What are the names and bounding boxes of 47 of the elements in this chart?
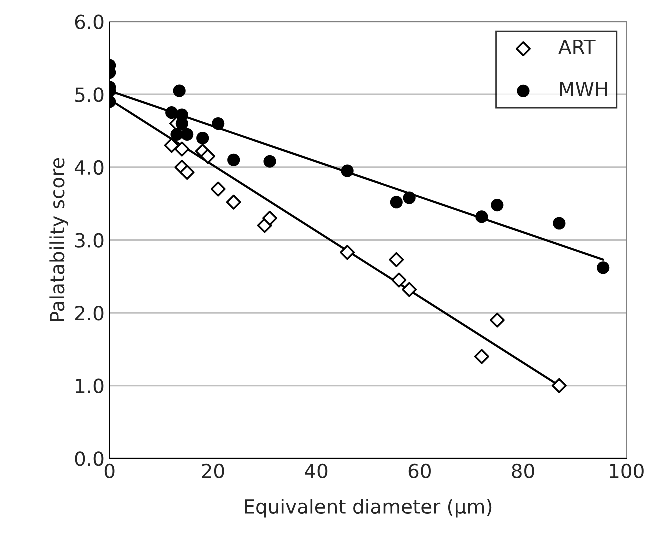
y-tick-label: 0.0 xyxy=(75,452,104,466)
legend-label: ART xyxy=(558,40,596,54)
point xyxy=(402,282,418,298)
point xyxy=(597,262,610,274)
x-tick-label: 80 xyxy=(512,464,534,479)
x-tick-label: 100 xyxy=(610,464,644,479)
point xyxy=(170,128,184,141)
point xyxy=(173,84,186,98)
point xyxy=(340,245,356,260)
y-tick-label: 5.0 xyxy=(76,88,104,102)
x-axis-title: Equivalent diameter (μm) xyxy=(245,498,492,518)
point xyxy=(392,272,407,288)
point xyxy=(210,182,226,197)
x-tick-label: 40 xyxy=(305,464,328,479)
x-tick-label: 60 xyxy=(408,464,431,479)
point xyxy=(491,199,504,212)
point xyxy=(226,194,242,210)
point xyxy=(212,117,225,130)
y-axis-title: Palatability score xyxy=(50,158,68,322)
legend-label: MWH xyxy=(560,82,608,96)
point xyxy=(389,252,404,268)
point xyxy=(262,210,278,226)
point xyxy=(166,106,178,120)
point xyxy=(390,196,403,209)
y-tick-label: 6.0 xyxy=(75,14,104,30)
point xyxy=(264,155,276,168)
point xyxy=(174,142,190,157)
y-tick-label: 1.0 xyxy=(76,378,104,394)
y-tick-label: 2.0 xyxy=(75,306,104,321)
x-tick-label: 0 xyxy=(104,464,115,479)
point xyxy=(490,312,505,328)
point xyxy=(180,165,195,180)
point xyxy=(403,192,416,204)
x-tick-label: 20 xyxy=(202,464,224,479)
point xyxy=(181,128,194,141)
y-tick-label: 4.0 xyxy=(74,160,104,176)
point xyxy=(476,210,488,224)
point xyxy=(200,149,216,164)
y-tick-label: 3.0 xyxy=(76,233,104,248)
point xyxy=(228,154,240,166)
point xyxy=(553,217,566,230)
point xyxy=(176,117,188,130)
point xyxy=(552,378,567,394)
point xyxy=(474,349,490,364)
point xyxy=(164,138,180,154)
point xyxy=(341,164,354,178)
point xyxy=(196,132,210,145)
